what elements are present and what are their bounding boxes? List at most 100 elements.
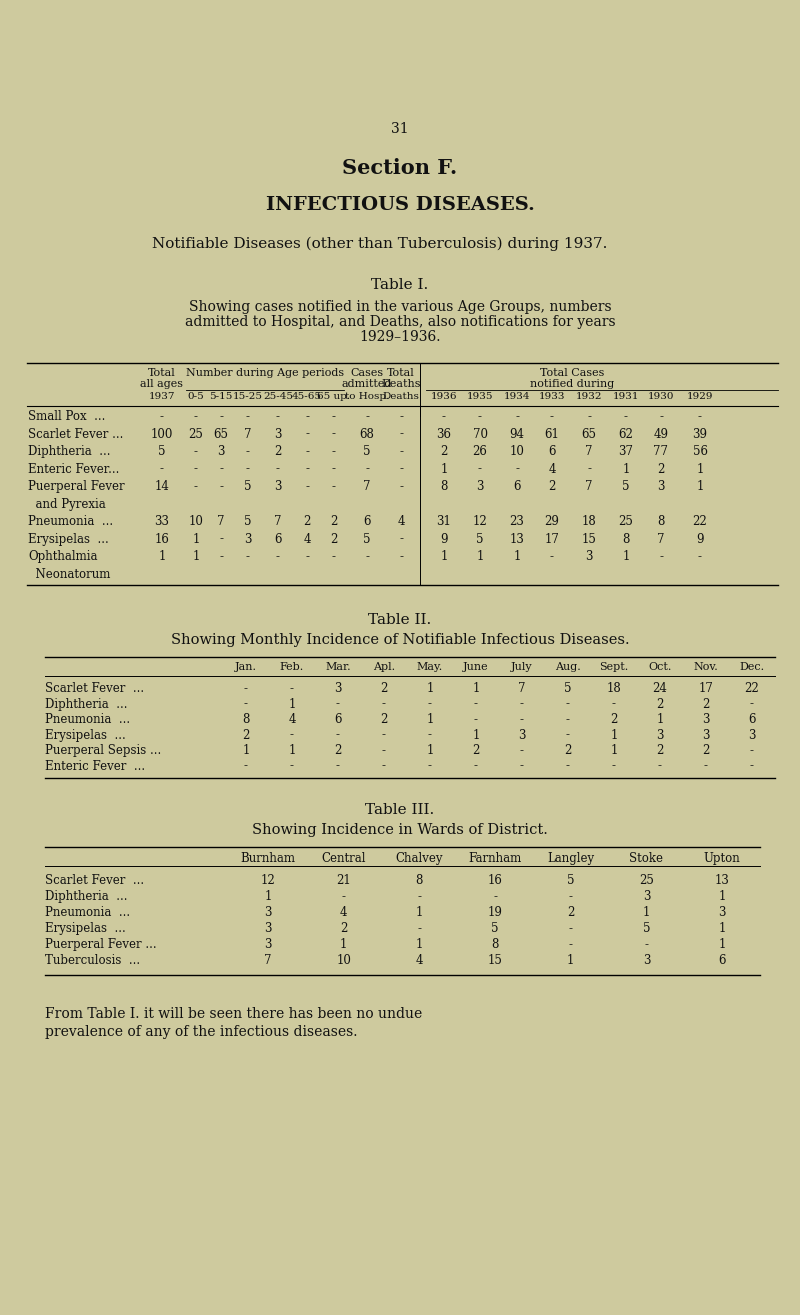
Text: -: -	[569, 922, 573, 935]
Text: 1: 1	[192, 550, 200, 563]
Text: 1: 1	[415, 938, 423, 951]
Text: all ages: all ages	[141, 379, 183, 389]
Text: -: -	[612, 760, 616, 772]
Text: 4: 4	[288, 713, 296, 726]
Text: 3: 3	[586, 550, 593, 563]
Text: Diphtheria  ...: Diphtheria ...	[45, 697, 127, 710]
Text: 1: 1	[642, 906, 650, 919]
Text: 2: 2	[303, 515, 310, 529]
Text: 10: 10	[189, 515, 203, 529]
Text: Erysipelas  ...: Erysipelas ...	[45, 729, 126, 742]
Text: 1935: 1935	[466, 392, 494, 401]
Text: 2: 2	[380, 713, 388, 726]
Text: 5: 5	[244, 480, 252, 493]
Text: Burnham: Burnham	[240, 852, 295, 865]
Text: -: -	[566, 697, 570, 710]
Text: Oct.: Oct.	[648, 661, 672, 672]
Text: -: -	[515, 463, 519, 476]
Text: 1: 1	[472, 682, 480, 696]
Text: admitted to Hospital, and Deaths, also notifications for years: admitted to Hospital, and Deaths, also n…	[185, 316, 615, 329]
Text: 31: 31	[391, 122, 409, 135]
Text: 70: 70	[473, 427, 487, 441]
Text: 65 up.: 65 up.	[318, 392, 350, 401]
Text: 1: 1	[622, 550, 630, 563]
Text: 1: 1	[610, 729, 618, 742]
Text: -: -	[399, 533, 403, 546]
Text: -: -	[194, 410, 198, 423]
Text: 4: 4	[415, 953, 423, 967]
Text: 8: 8	[242, 713, 250, 726]
Text: 1: 1	[622, 463, 630, 476]
Text: 37: 37	[618, 444, 634, 458]
Text: Total Cases: Total Cases	[540, 368, 604, 377]
Text: -: -	[566, 729, 570, 742]
Text: 15: 15	[487, 953, 502, 967]
Text: -: -	[569, 890, 573, 903]
Text: 1: 1	[158, 550, 166, 563]
Text: 1: 1	[426, 744, 434, 757]
Text: 5: 5	[476, 533, 484, 546]
Text: 1: 1	[696, 463, 704, 476]
Text: 1: 1	[426, 713, 434, 726]
Text: -: -	[194, 480, 198, 493]
Text: Table I.: Table I.	[371, 277, 429, 292]
Text: 3: 3	[656, 729, 664, 742]
Text: 12: 12	[261, 874, 275, 888]
Text: 3: 3	[748, 729, 756, 742]
Text: 1: 1	[610, 744, 618, 757]
Text: 1934: 1934	[504, 392, 530, 401]
Text: -: -	[624, 410, 628, 423]
Text: -: -	[382, 729, 386, 742]
Text: 3: 3	[218, 444, 225, 458]
Text: -: -	[658, 760, 662, 772]
Text: From Table I. it will be seen there has been no undue: From Table I. it will be seen there has …	[45, 1007, 422, 1020]
Text: Showing Incidence in Wards of District.: Showing Incidence in Wards of District.	[252, 823, 548, 838]
Text: 1: 1	[656, 713, 664, 726]
Text: -: -	[569, 938, 573, 951]
Text: 3: 3	[334, 682, 342, 696]
Text: 25: 25	[639, 874, 654, 888]
Text: 31: 31	[437, 515, 451, 529]
Text: 1937: 1937	[149, 392, 175, 401]
Text: 5: 5	[491, 922, 498, 935]
Text: Nov.: Nov.	[694, 661, 718, 672]
Text: -: -	[336, 760, 340, 772]
Text: 17: 17	[545, 533, 559, 546]
Text: June: June	[463, 661, 489, 672]
Text: Scarlet Fever  ...: Scarlet Fever ...	[45, 682, 144, 696]
Text: 1: 1	[567, 953, 574, 967]
Text: Number during Age periods: Number during Age periods	[186, 368, 344, 377]
Text: 1929–1936.: 1929–1936.	[359, 330, 441, 345]
Text: -: -	[428, 729, 432, 742]
Text: 1: 1	[472, 729, 480, 742]
Text: 18: 18	[582, 515, 596, 529]
Text: Apl.: Apl.	[373, 661, 395, 672]
Text: 5: 5	[363, 533, 370, 546]
Text: 68: 68	[359, 427, 374, 441]
Text: 5: 5	[567, 874, 574, 888]
Text: 100: 100	[151, 427, 173, 441]
Text: -: -	[246, 550, 250, 563]
Text: 2: 2	[330, 515, 338, 529]
Text: -: -	[276, 550, 280, 563]
Text: -: -	[332, 463, 336, 476]
Text: -: -	[399, 463, 403, 476]
Text: -: -	[399, 444, 403, 458]
Text: 2: 2	[380, 682, 388, 696]
Text: -: -	[428, 760, 432, 772]
Text: 3: 3	[264, 906, 272, 919]
Text: -: -	[474, 697, 478, 710]
Text: Diphtheria  ...: Diphtheria ...	[28, 444, 110, 458]
Text: Farnham: Farnham	[468, 852, 522, 865]
Text: -: -	[399, 480, 403, 493]
Text: -: -	[365, 550, 369, 563]
Text: 2: 2	[440, 444, 448, 458]
Text: 0-5: 0-5	[188, 392, 204, 401]
Text: Stoke: Stoke	[630, 852, 663, 865]
Text: Pneumonia  ...: Pneumonia ...	[45, 906, 130, 919]
Text: -: -	[520, 760, 524, 772]
Text: -: -	[365, 410, 369, 423]
Text: Table III.: Table III.	[366, 803, 434, 817]
Text: 14: 14	[154, 480, 170, 493]
Text: -: -	[587, 463, 591, 476]
